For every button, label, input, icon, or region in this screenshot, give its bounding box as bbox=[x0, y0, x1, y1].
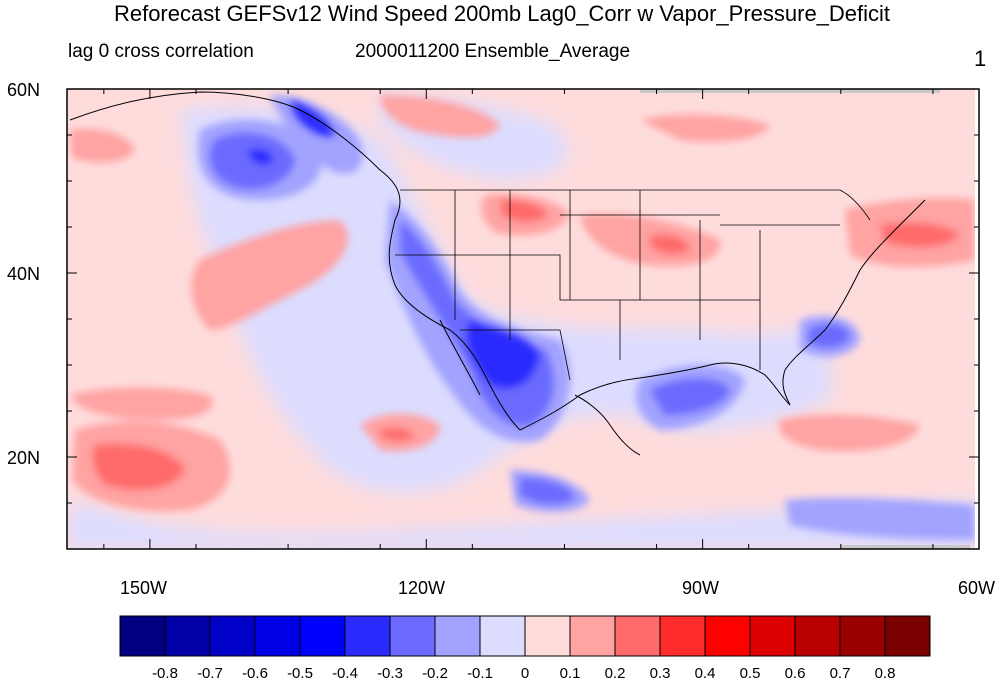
colorbar-label: -0.2 bbox=[422, 665, 448, 682]
colorbar-label: -0.4 bbox=[332, 665, 358, 682]
center-string: 2000011200 Ensemble_Average bbox=[355, 41, 631, 62]
colorbar-box bbox=[884, 615, 931, 657]
positive-regions bbox=[70, 95, 975, 512]
colorbar-label: 0.1 bbox=[560, 665, 581, 682]
colorbar-box bbox=[299, 615, 346, 657]
colorbar-label: 0.8 bbox=[875, 665, 896, 682]
colorbar-label: -0.1 bbox=[467, 665, 493, 682]
colorbar-box bbox=[479, 615, 526, 657]
plot-title: Reforecast GEFSv12 Wind Speed 200mb Lag0… bbox=[113, 1, 891, 26]
lon-label-90w: 90W bbox=[682, 578, 720, 598]
negative-peak bbox=[210, 100, 850, 505]
map-field bbox=[67, 89, 979, 549]
colorbar-box bbox=[569, 615, 616, 657]
colorbar-label: 0.4 bbox=[695, 665, 716, 682]
political-borders bbox=[395, 189, 871, 381]
missing-data-strip-south bbox=[840, 545, 970, 549]
lon-label-150w: 150W bbox=[120, 578, 168, 598]
axis-ticks bbox=[67, 88, 980, 549]
colorbar-box bbox=[389, 615, 436, 657]
colorbar-box bbox=[524, 615, 571, 657]
colorbar: -0.8 -0.7 -0.6 -0.5 -0.4 -0.3 -0.2 -0.1 0 0.1 0.2 0… bbox=[119, 615, 931, 682]
colorbar-box bbox=[839, 615, 886, 657]
colorbar-box bbox=[704, 615, 751, 657]
colorbar-label: -0.3 bbox=[377, 665, 403, 682]
colorbar-label: -0.8 bbox=[152, 665, 178, 682]
panel-number: 1 bbox=[974, 46, 987, 71]
colorbar-box bbox=[344, 615, 391, 657]
colorbar-box bbox=[434, 615, 481, 657]
colorbar-label: 0 bbox=[521, 665, 529, 682]
colorbar-label: -0.6 bbox=[242, 665, 268, 682]
colorbar-box bbox=[209, 615, 256, 657]
colorbar-label: -0.7 bbox=[197, 665, 223, 682]
colorbar-box bbox=[119, 615, 166, 657]
colorbar-label: -0.5 bbox=[287, 665, 313, 682]
lon-label-120w: 120W bbox=[398, 578, 446, 598]
colorbar-box bbox=[749, 615, 796, 657]
colorbar-box bbox=[614, 615, 661, 657]
lat-label-20n: 20N bbox=[6, 448, 40, 468]
lat-label-40n: 40N bbox=[6, 264, 40, 284]
colorbar-box bbox=[164, 615, 211, 657]
colorbar-label: 0.3 bbox=[650, 665, 671, 682]
colorbar-box bbox=[794, 615, 841, 657]
colorbar-box bbox=[254, 615, 301, 657]
coastlines bbox=[69, 91, 926, 456]
colorbar-label: 0.5 bbox=[740, 665, 761, 682]
lon-label-60w: 60W bbox=[958, 578, 996, 598]
colorbar-box bbox=[659, 615, 706, 657]
colorbar-label: 0.2 bbox=[605, 665, 626, 682]
colorbar-label: 0.7 bbox=[830, 665, 851, 682]
left-string: lag 0 cross correlation bbox=[68, 41, 254, 62]
missing-data-strip bbox=[640, 89, 940, 93]
colorbar-label: 0.6 bbox=[785, 665, 806, 682]
lat-label-60n: 60N bbox=[6, 80, 40, 100]
